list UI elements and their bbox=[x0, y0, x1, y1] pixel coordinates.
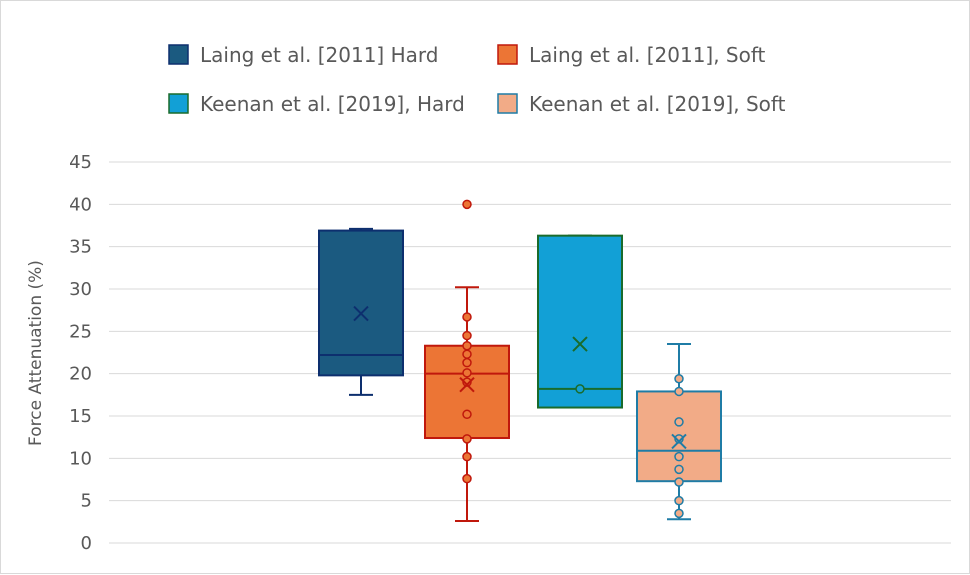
box-1 bbox=[318, 227, 404, 396]
box-iqr bbox=[318, 229, 404, 377]
data-point-7 bbox=[462, 368, 472, 378]
mean-marker bbox=[459, 376, 475, 393]
data-point-10 bbox=[462, 434, 472, 444]
data-point-6 bbox=[462, 357, 472, 368]
data-point-11 bbox=[462, 451, 472, 462]
data-point-5 bbox=[462, 349, 472, 359]
data-point-1 bbox=[462, 199, 472, 210]
data-point-3 bbox=[674, 417, 684, 427]
legend-swatch-3 bbox=[168, 93, 189, 114]
box-4 bbox=[636, 343, 722, 521]
y-tick-label-45: 45 bbox=[69, 152, 92, 173]
legend: Laing et al. [2011] Hard Laing et al. [20… bbox=[168, 43, 786, 116]
legend-swatch-1 bbox=[168, 44, 189, 65]
legend-label-2: Laing et al. [2011], Soft bbox=[529, 43, 766, 67]
mean-marker bbox=[353, 305, 369, 322]
y-tick-label-35: 35 bbox=[69, 237, 92, 258]
data-point-5 bbox=[674, 451, 684, 462]
data-point-9 bbox=[462, 409, 472, 420]
data-point-12 bbox=[462, 473, 472, 484]
legend-label-4: Keenan et al. [2019], Soft bbox=[529, 92, 786, 116]
data-point-2 bbox=[674, 386, 684, 397]
box-3 bbox=[537, 234, 623, 409]
data-point-3 bbox=[462, 330, 472, 341]
y-tick-label-40: 40 bbox=[69, 194, 92, 215]
box-iqr bbox=[537, 234, 623, 409]
data-point-1 bbox=[674, 373, 684, 384]
data-point-8 bbox=[462, 377, 472, 387]
data-point-8 bbox=[674, 495, 684, 506]
mean-marker bbox=[671, 433, 687, 450]
y-tick-label-0: 0 bbox=[81, 533, 92, 554]
data-point-4 bbox=[674, 434, 684, 444]
y-tick-label-10: 10 bbox=[69, 448, 92, 469]
data-point-9 bbox=[674, 508, 684, 519]
data-point-2 bbox=[462, 312, 472, 322]
mean-marker bbox=[572, 336, 588, 352]
data-point-1 bbox=[575, 384, 585, 394]
gridlines bbox=[109, 161, 951, 544]
legend-label-1: Laing et al. [2011] Hard bbox=[200, 43, 438, 67]
y-axis-ticks: 0 5 10 15 20 25 30 35 40 45 bbox=[69, 152, 92, 554]
y-tick-label-30: 30 bbox=[69, 279, 92, 300]
data-point-4 bbox=[462, 340, 472, 351]
data-point-7 bbox=[674, 477, 684, 487]
y-tick-label-20: 20 bbox=[69, 364, 92, 385]
legend-label-3: Keenan et al. [2019], Hard bbox=[200, 92, 465, 116]
box-2 bbox=[424, 199, 510, 522]
y-axis-label: Force Attenuation (%) bbox=[26, 260, 46, 446]
data-point-6 bbox=[674, 464, 684, 475]
y-tick-label-25: 25 bbox=[69, 321, 92, 342]
legend-swatch-2 bbox=[497, 44, 518, 65]
legend-swatch-4 bbox=[497, 93, 518, 114]
y-tick-label-5: 5 bbox=[81, 491, 92, 512]
box-series bbox=[318, 199, 722, 522]
y-tick-label-15: 15 bbox=[69, 406, 92, 427]
